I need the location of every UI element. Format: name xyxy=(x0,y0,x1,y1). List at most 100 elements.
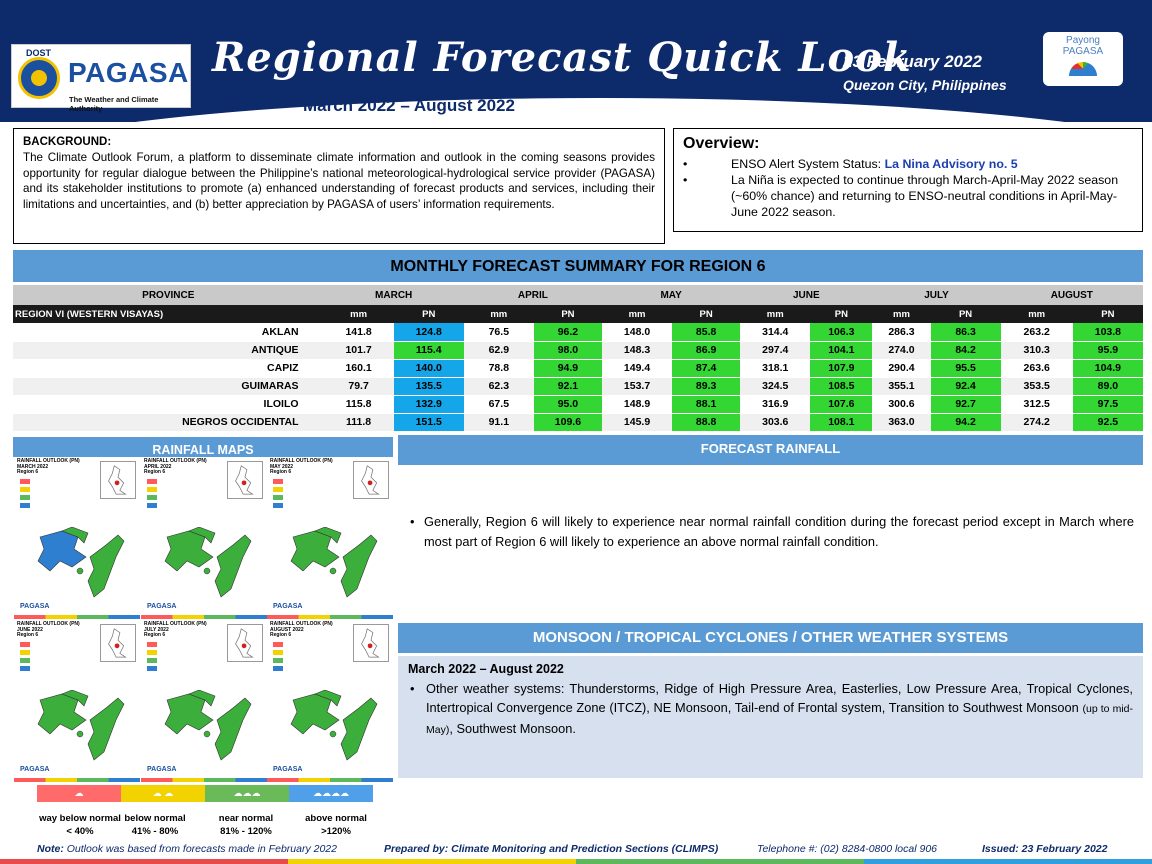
region-6-map xyxy=(164,527,252,598)
map-title: RAINFALL OUTLOOK (PN) AUGUST 2022 Region… xyxy=(270,621,333,638)
pn-cell: 92.1 xyxy=(533,377,602,396)
province-cell: GUIMARAS xyxy=(13,377,324,396)
map-color-bar xyxy=(267,778,393,782)
month-header: MARCH xyxy=(323,285,464,305)
enso-status-item: ENSO Alert System Status: La Nina Adviso… xyxy=(683,156,1133,172)
pn-cell: 107.6 xyxy=(810,395,873,414)
province-header: PROVINCE xyxy=(13,285,324,305)
footer-note: Note: Outlook was based from forecasts m… xyxy=(37,843,337,855)
mm-cell: 67.5 xyxy=(463,395,534,414)
mm-cell: 303.6 xyxy=(740,413,811,432)
pn-cell: 151.5 xyxy=(393,413,464,432)
mm-cell: 316.9 xyxy=(740,395,811,414)
background-box: BACKGROUND: The Climate Outlook Forum, a… xyxy=(13,128,665,244)
monsoon-title: MONSOON / TROPICAL CYCLONES / OTHER WEAT… xyxy=(398,623,1143,653)
mm-header: mm xyxy=(872,305,931,323)
locator-map-icon xyxy=(100,461,136,499)
pn-cell: 103.8 xyxy=(1072,323,1143,342)
mm-cell: 363.0 xyxy=(872,413,931,432)
province-cell: NEGROS OCCIDENTAL xyxy=(13,413,324,432)
pn-cell: 89.0 xyxy=(1072,377,1143,396)
mm-header: mm xyxy=(601,305,673,323)
mm-cell: 300.6 xyxy=(872,395,931,414)
pn-cell: 92.5 xyxy=(1072,413,1143,432)
locator-map-icon xyxy=(353,461,389,499)
month-header: JULY xyxy=(872,285,1001,305)
forecast-rainfall-title: FORECAST RAINFALL xyxy=(398,435,1143,465)
mm-cell: 297.4 xyxy=(740,341,811,360)
map-title: RAINFALL OUTLOOK (PN) APRIL 2022 Region … xyxy=(144,458,207,475)
issue-place: Quezon City, Philippines xyxy=(843,77,1007,93)
table-row: AKLAN 141.8 124.8 76.5 96.2 148.0 85.8 314.4 106… xyxy=(13,323,1143,342)
map-pagasa-logo: PAGASA xyxy=(20,603,50,610)
map-pagasa-logo: PAGASA xyxy=(147,766,177,773)
overview-title: Overview: xyxy=(683,135,760,152)
weather-systems-item: Other weather systems: Thunderstorms, Ri… xyxy=(408,679,1133,740)
locator-map-icon xyxy=(100,624,136,662)
pn-cell: 88.8 xyxy=(672,413,741,432)
footer-telephone: Telephone #: (02) 8284-0800 local 906 xyxy=(757,843,938,855)
map-color-bar xyxy=(267,615,393,619)
weather-systems-end: , Southwest Monsoon. xyxy=(449,721,576,736)
region-header: REGION VI (WESTERN VISAYAS) xyxy=(13,305,324,323)
pn-cell: 88.1 xyxy=(672,395,741,414)
la-nina-advisory-link[interactable]: La Nina Advisory no. 5 xyxy=(884,157,1018,171)
la-nina-outlook-item: La Niña is expected to continue through … xyxy=(683,172,1133,220)
legend-range: 81% - 120% xyxy=(220,826,272,837)
forecast-rainfall-text: Generally, Region 6 will likely to exper… xyxy=(410,512,1134,552)
map-legend xyxy=(273,479,283,511)
pn-cell: 107.9 xyxy=(810,359,873,378)
locator-map-icon xyxy=(353,624,389,662)
legend-label: near normal 81% - 120% xyxy=(196,812,296,838)
map-pagasa-logo: PAGASA xyxy=(273,766,303,773)
month-header: JUNE xyxy=(740,285,873,305)
pn-cell: 84.2 xyxy=(930,341,1001,360)
pn-cell: 89.3 xyxy=(672,377,741,396)
region-6-map xyxy=(37,690,125,761)
province-cell: CAPIZ xyxy=(13,359,324,378)
footer-note-label: Note: xyxy=(37,843,64,855)
logo-subtitle: The Weather and Climate Authority xyxy=(69,95,159,113)
table-row: GUIMARAS 79.7 135.5 62.3 92.1 153.7 89.3 324.5 1… xyxy=(13,377,1143,396)
footer-issued: Issued: 23 February 2022 xyxy=(982,843,1108,855)
pn-cell: 132.9 xyxy=(393,395,464,414)
pn-cell: 140.0 xyxy=(393,359,464,378)
pn-cell: 96.2 xyxy=(533,323,602,342)
mm-cell: 148.3 xyxy=(601,341,673,360)
map-title: RAINFALL OUTLOOK (PN) JULY 2022 Region 6 xyxy=(144,621,207,638)
mm-cell: 149.4 xyxy=(601,359,673,378)
mm-cell: 312.5 xyxy=(1000,395,1073,414)
footer-note-text: Outlook was based from forecasts made in… xyxy=(63,843,337,855)
cloud-icon: ☁ xyxy=(37,785,121,802)
cloud-icon: ☁ ☁ xyxy=(121,785,205,802)
pn-cell: 135.5 xyxy=(393,377,464,396)
rainfall-legend-bar: ☁ ☁ ☁ ☁☁☁ ☁☁☁☁ xyxy=(37,785,373,802)
mm-cell: 62.3 xyxy=(463,377,534,396)
page-title: Regional Forecast Quick Look xyxy=(212,34,912,81)
region-6-map xyxy=(290,690,378,761)
mm-cell: 263.6 xyxy=(1000,359,1073,378)
background-text: The Climate Outlook Forum, a platform to… xyxy=(23,151,655,211)
rainfall-map: RAINFALL OUTLOOK (PN) AUGUST 2022 Region… xyxy=(267,620,393,782)
mm-cell: 148.0 xyxy=(601,323,673,342)
pn-cell: 94.2 xyxy=(930,413,1001,432)
mm-cell: 310.3 xyxy=(1000,341,1073,360)
pn-cell: 108.1 xyxy=(810,413,873,432)
monsoon-period: March 2022 – August 2022 xyxy=(408,662,564,676)
pn-cell: 104.1 xyxy=(810,341,873,360)
pn-cell: 124.8 xyxy=(393,323,464,342)
pn-cell: 86.3 xyxy=(930,323,1001,342)
legend-category: way below normal xyxy=(39,813,121,824)
footer-prepared: Prepared by: Climate Monitoring and Pred… xyxy=(384,843,719,855)
mm-header: mm xyxy=(740,305,811,323)
pn-cell: 109.6 xyxy=(533,413,602,432)
pn-cell: 85.8 xyxy=(672,323,741,342)
rainfall-map: RAINFALL OUTLOOK (PN) JULY 2022 Region 6… xyxy=(141,620,267,782)
weather-systems-note: (up to mid-May) xyxy=(426,703,1134,736)
map-legend xyxy=(20,642,30,674)
enso-status-label: ENSO Alert System Status: xyxy=(731,157,885,171)
issue-date: 23 February 2022 xyxy=(843,52,982,71)
mm-cell: 115.8 xyxy=(323,395,394,414)
month-header: AUGUST xyxy=(1000,285,1143,305)
logo-dost-text: DOST xyxy=(26,48,52,58)
